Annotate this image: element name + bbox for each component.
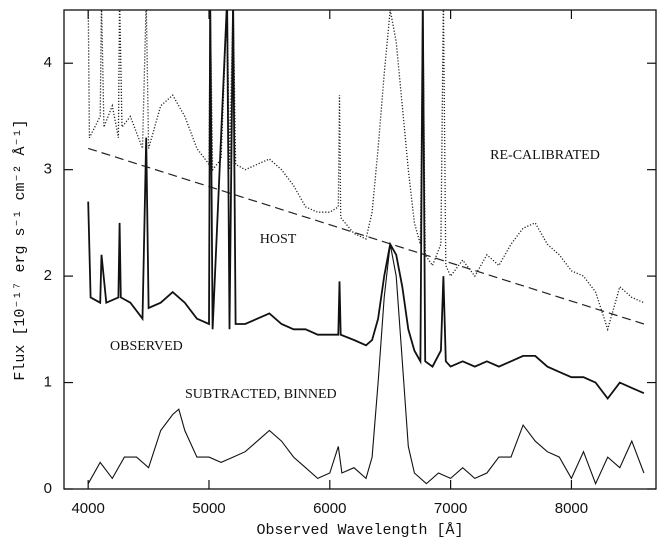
y-tick-label: 3 (44, 161, 52, 178)
spectrum-line (87, 10, 645, 332)
spectrum-line (87, 10, 645, 400)
annotation: OBSERVED (110, 339, 183, 354)
annotation: HOST (260, 232, 297, 247)
annotation: RE-CALIBRATED (490, 148, 600, 163)
x-tick-label: 5000 (192, 500, 225, 517)
x-tick-label: 7000 (434, 500, 467, 517)
y-axis-label: Flux [10⁻¹⁷ erg s⁻¹ cm⁻² Å⁻¹] (12, 119, 29, 380)
plot-area (87, 10, 645, 486)
y-tick-label: 4 (44, 54, 52, 71)
y-tick-label: 2 (44, 267, 52, 284)
x-tick-label: 8000 (555, 500, 588, 517)
plot-frame (63, 9, 657, 490)
spectrum-line (87, 244, 645, 486)
x-tick-label: 6000 (313, 500, 346, 517)
y-tick-label: 1 (44, 374, 52, 391)
annotation: SUBTRACTED, BINNED (185, 387, 337, 402)
x-axis-label: Observed Wavelength [Å] (256, 522, 463, 539)
y-tick-label: 0 (44, 480, 52, 497)
x-tick-label: 4000 (71, 500, 104, 517)
